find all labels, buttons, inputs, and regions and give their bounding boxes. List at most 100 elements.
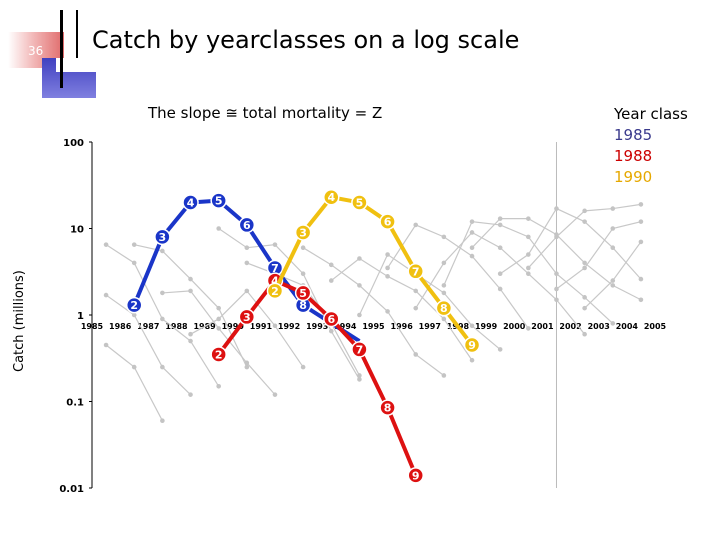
background-point xyxy=(216,316,221,322)
x-tick-label: 2001 xyxy=(531,322,554,331)
background-point xyxy=(582,219,587,224)
background-series-line xyxy=(218,228,360,380)
background-point xyxy=(160,364,165,370)
background-point xyxy=(160,418,165,423)
background-point xyxy=(441,260,447,266)
x-tick-label: 1992 xyxy=(278,322,300,331)
background-point xyxy=(300,364,306,370)
background-point xyxy=(582,208,587,214)
background-point xyxy=(385,265,390,271)
x-tick-label: 1994 xyxy=(334,322,357,331)
series-point-1990 xyxy=(407,263,424,280)
background-point xyxy=(582,265,587,271)
legend-item-1990: 1990 xyxy=(614,168,653,186)
background-point xyxy=(497,222,503,228)
background-series-line xyxy=(105,294,191,396)
background-point xyxy=(526,326,531,331)
background-series-line xyxy=(105,344,163,421)
background-point xyxy=(413,305,419,311)
background-point xyxy=(131,260,137,266)
slide-number: 36 xyxy=(28,44,44,58)
background-point xyxy=(216,305,221,311)
background-point xyxy=(554,297,559,303)
background-point xyxy=(638,219,644,224)
background-point xyxy=(160,290,165,296)
background-point xyxy=(357,283,362,288)
age-label-1990: 2 xyxy=(271,285,279,298)
background-point xyxy=(357,377,362,382)
y-tick-label: 1 xyxy=(77,311,84,322)
background-point xyxy=(300,245,306,250)
x-tick-label: 2000 xyxy=(503,322,526,331)
background-point xyxy=(131,242,137,247)
background-point xyxy=(188,288,193,294)
age-label-1988: 2 xyxy=(215,348,223,361)
background-point xyxy=(103,242,109,247)
series-point-1988 xyxy=(351,341,368,358)
background-point xyxy=(582,305,587,311)
background-point xyxy=(497,271,503,277)
background-point xyxy=(328,328,334,334)
background-point xyxy=(441,234,447,240)
background-point xyxy=(638,239,644,245)
age-label-1985: 7 xyxy=(271,262,279,275)
background-series-line xyxy=(556,221,642,290)
age-label-1990: 9 xyxy=(468,339,476,352)
background-point xyxy=(638,276,644,282)
x-tick-label: 2002 xyxy=(559,322,581,331)
background-point xyxy=(638,202,644,207)
background-point xyxy=(638,297,644,303)
background-point xyxy=(413,288,419,294)
background-point xyxy=(497,245,503,250)
background-point xyxy=(441,373,447,378)
background-point xyxy=(131,312,137,318)
background-point xyxy=(582,295,587,300)
chart-subtitle: The slope ≅ total mortality = Z xyxy=(148,104,383,122)
age-label-1988: 5 xyxy=(299,287,307,300)
x-tick-label: 1997 xyxy=(419,322,441,331)
x-tick-label: 1988 xyxy=(165,322,188,331)
background-point xyxy=(160,316,165,322)
background-point xyxy=(441,283,447,288)
background-point xyxy=(441,316,447,322)
series-point-1985 xyxy=(182,194,199,211)
series-point-1990 xyxy=(323,188,340,206)
background-point xyxy=(554,271,559,277)
x-tick-label: 1999 xyxy=(475,322,498,331)
background-point xyxy=(413,352,419,357)
age-label-1988: 3 xyxy=(243,311,251,324)
decorative-vertical-line xyxy=(60,10,63,88)
y-tick-label: 10 xyxy=(70,225,84,236)
x-tick-label: 1990 xyxy=(222,322,245,331)
background-point xyxy=(497,347,503,352)
background-point xyxy=(131,364,137,370)
age-label-1985: 2 xyxy=(130,299,138,312)
background-point xyxy=(610,278,616,283)
background-point xyxy=(526,216,531,221)
background-point xyxy=(188,276,193,282)
age-label-1985: 3 xyxy=(159,231,167,244)
series-point-1990 xyxy=(435,299,453,317)
legend-item-1985: 1985 xyxy=(614,126,653,144)
series-point-1988 xyxy=(407,467,424,484)
age-label-1988: 8 xyxy=(384,402,392,415)
series-point-1985 xyxy=(210,192,227,209)
background-point xyxy=(469,245,475,250)
background-point xyxy=(469,230,475,235)
background-point xyxy=(328,278,334,283)
background-point xyxy=(554,234,559,240)
x-tick-label: 2004 xyxy=(616,322,639,331)
x-tick-label: 2003 xyxy=(588,322,610,331)
age-label-1990: 4 xyxy=(327,191,335,204)
age-label-1988: 6 xyxy=(327,313,335,326)
background-point xyxy=(582,260,587,266)
background-point xyxy=(216,383,221,389)
series-point-1988 xyxy=(323,310,340,328)
background-point xyxy=(610,245,616,250)
background-point xyxy=(216,226,221,231)
age-label-1988: 7 xyxy=(356,343,364,356)
background-point xyxy=(610,283,616,288)
background-point xyxy=(272,392,278,397)
background-point xyxy=(385,309,390,314)
